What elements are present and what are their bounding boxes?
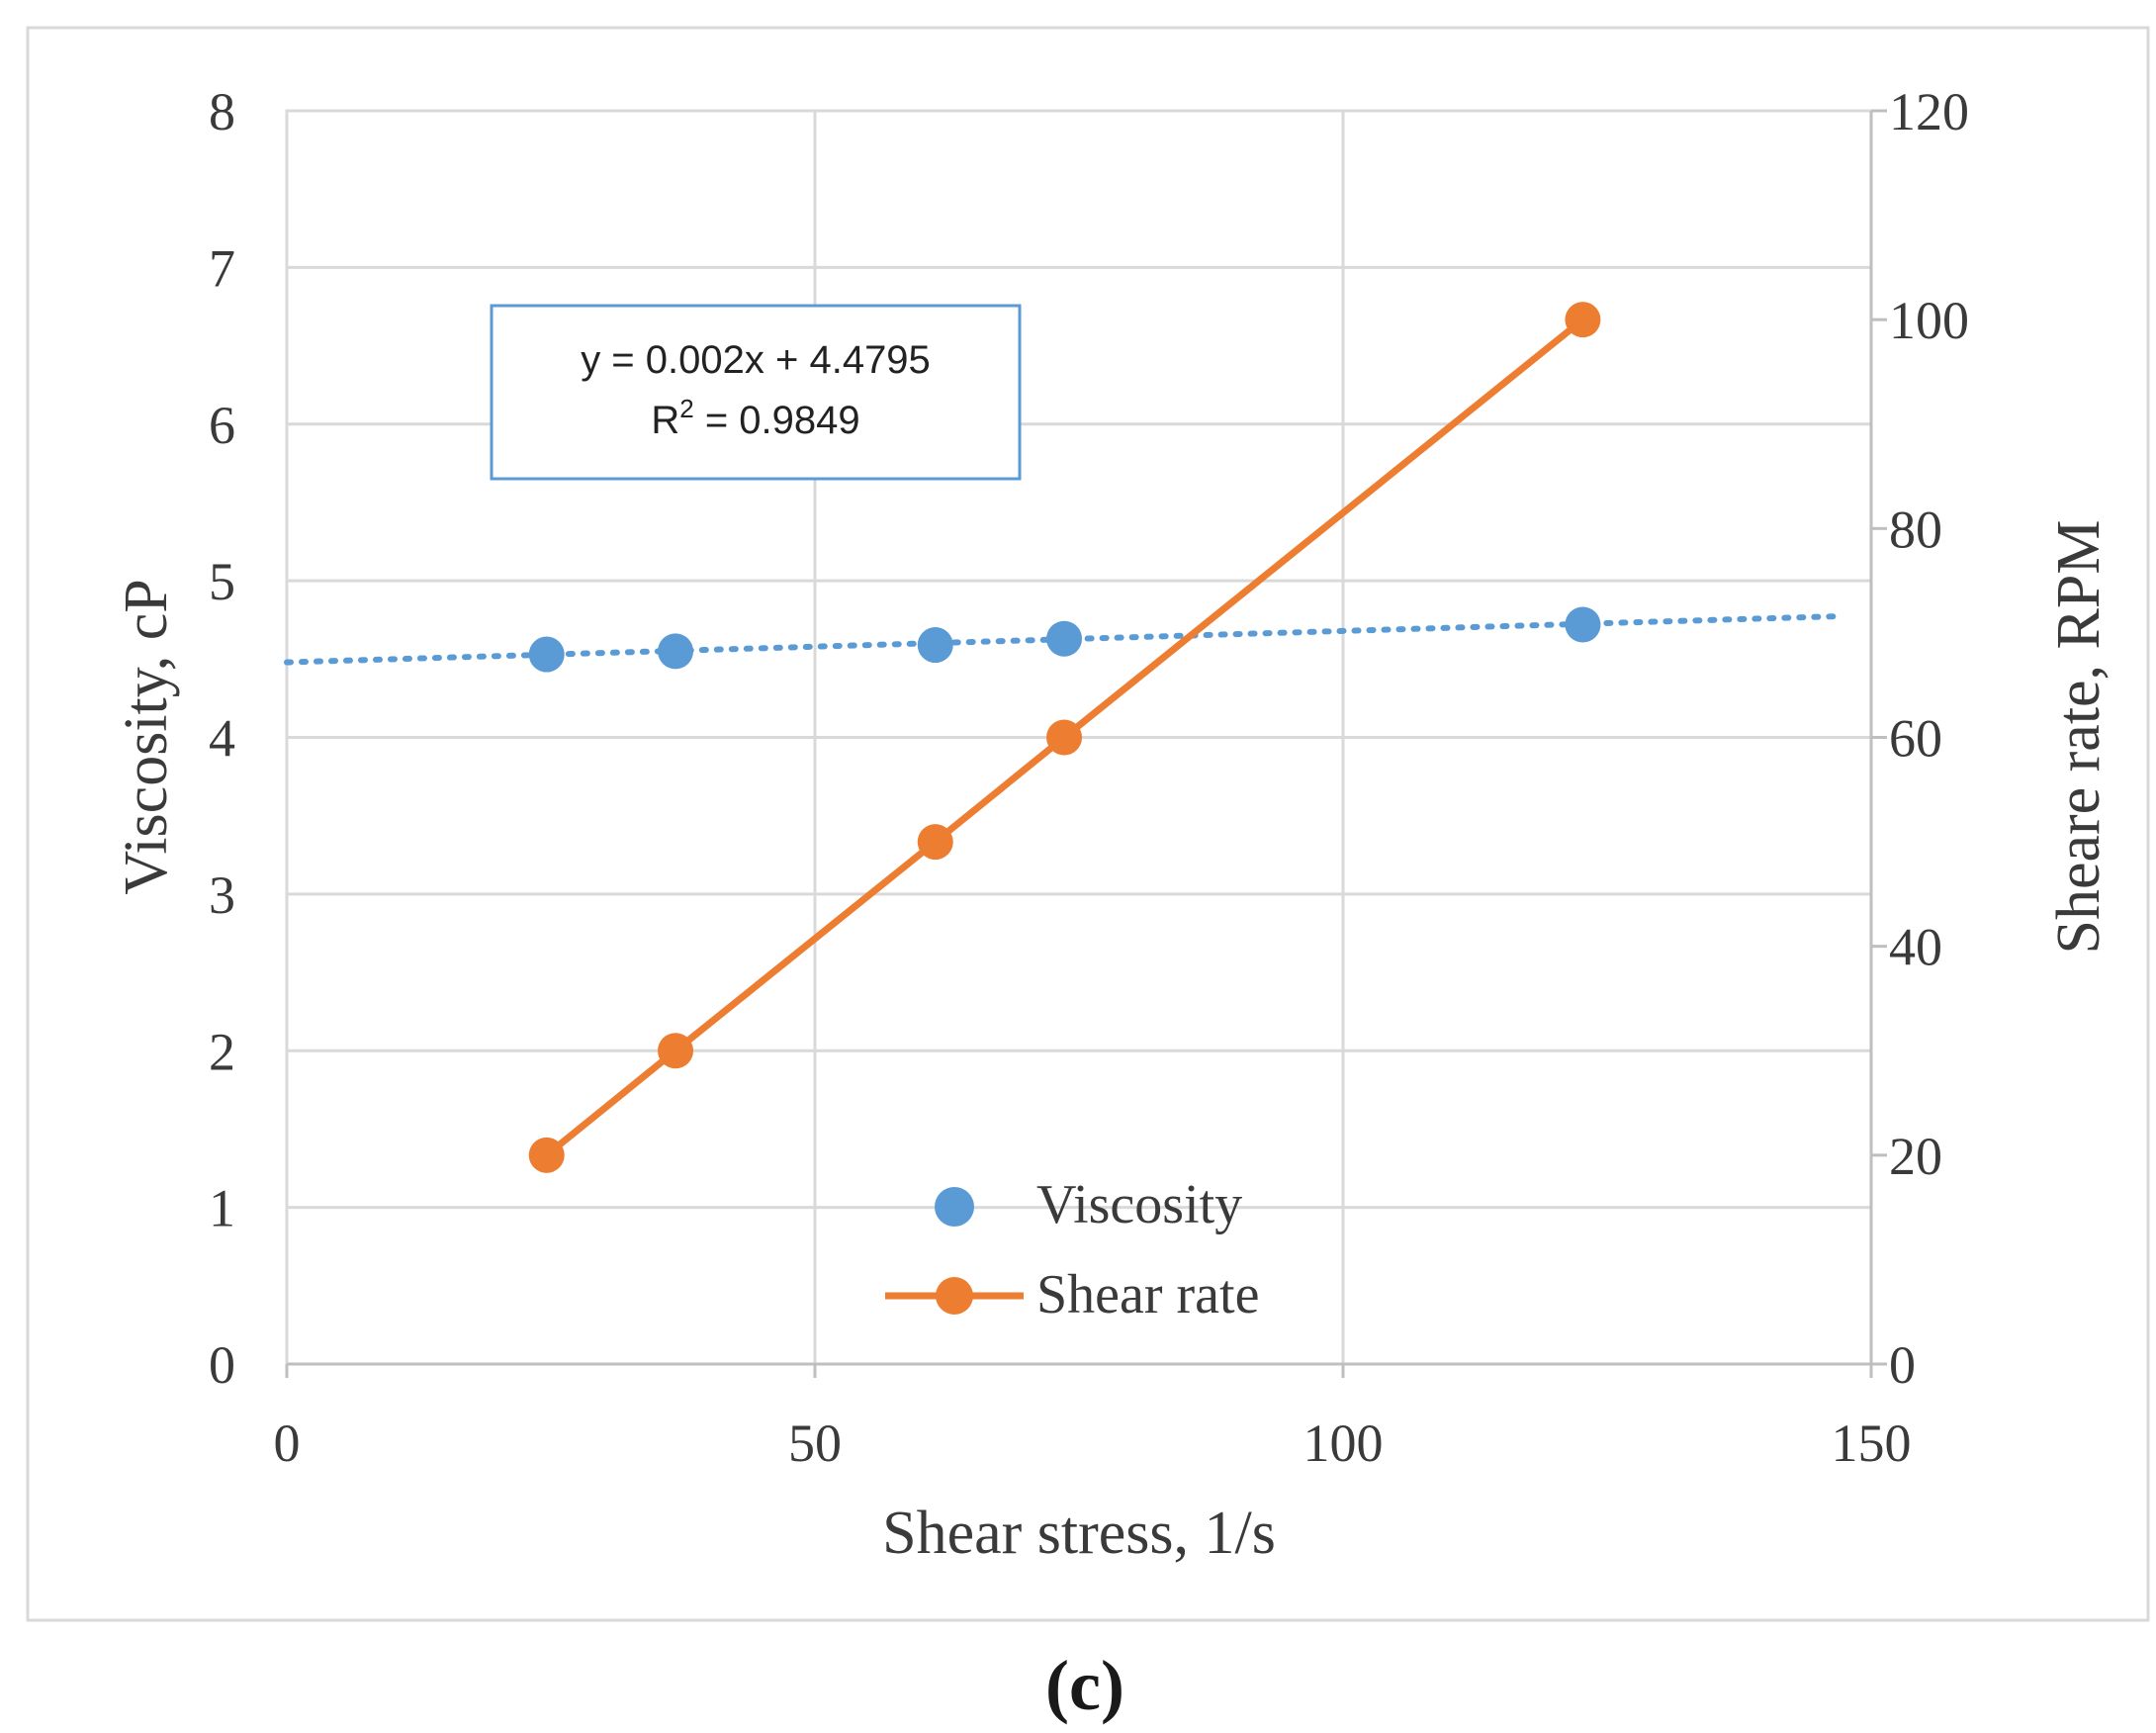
- shear-rate-point: [917, 824, 953, 861]
- x-tick-label-0: 0: [274, 1414, 301, 1473]
- y2-axis-ticks: 0 20 40 60 80 100 120: [1871, 82, 1969, 1395]
- y-tick-label-5: 5: [209, 552, 235, 611]
- y2-tick-label-3: 60: [1889, 709, 1942, 769]
- y2-tick-label-4: 80: [1889, 500, 1942, 559]
- y-tick-label-6: 6: [209, 396, 235, 455]
- legend: Viscosity Shear rate: [885, 1174, 1259, 1325]
- shear-rate-point: [1565, 302, 1601, 338]
- x-axis-ticks: 0 50 100 150: [274, 1364, 1912, 1473]
- x-axis-title: Shear stress, 1/s: [882, 1500, 1276, 1567]
- chart-frame: [26, 26, 2150, 1622]
- viscosity-point: [917, 627, 953, 664]
- y-axis-ticks: 0 1 2 3 4 5 6 7 8: [209, 82, 235, 1395]
- y-tick-label-1: 1: [209, 1179, 235, 1238]
- shear-rate-point: [1046, 719, 1083, 756]
- y-tick-label-7: 7: [209, 238, 235, 298]
- trendline-equation-box: y = 0.002x + 4.4795 R2 = 0.9849: [490, 304, 1022, 481]
- x-tick-label-3: 150: [1832, 1414, 1912, 1473]
- series-viscosity: [528, 606, 1601, 673]
- y2-tick-label-2: 40: [1889, 918, 1942, 977]
- r2-value: = 0.9849: [694, 399, 860, 442]
- equation-box-frame: [490, 304, 1022, 481]
- y-tick-label-4: 4: [209, 709, 235, 769]
- legend-viscosity-marker: [935, 1187, 974, 1227]
- viscosity-point: [1565, 606, 1601, 643]
- legend-shear-marker: [936, 1277, 973, 1315]
- shear-rate-point: [528, 1137, 565, 1173]
- figure-caption: (c): [1045, 1646, 1124, 1725]
- trendline-r2: R2 = 0.9849: [651, 394, 859, 442]
- r2-label: R: [651, 399, 679, 442]
- legend-viscosity-label: Viscosity: [1036, 1174, 1242, 1235]
- y2-axis-title: Sheare rate, RPM: [2045, 519, 2112, 954]
- y2-tick-label-1: 20: [1889, 1127, 1942, 1186]
- r2-exponent: 2: [679, 394, 693, 423]
- viscosity-point: [1046, 620, 1083, 657]
- y-tick-label-3: 3: [209, 866, 235, 925]
- shear-rate-point: [658, 1033, 694, 1069]
- y2-tick-label-5: 100: [1889, 291, 1969, 350]
- y-tick-label-8: 8: [209, 82, 235, 141]
- y-tick-label-2: 2: [209, 1022, 235, 1081]
- viscosity-point: [528, 636, 565, 673]
- x-tick-label-1: 50: [788, 1414, 842, 1473]
- legend-shear-label: Shear rate: [1036, 1264, 1259, 1325]
- trendline-equation: y = 0.002x + 4.4795: [581, 338, 931, 382]
- y2-tick-label-0: 0: [1889, 1335, 1916, 1395]
- y-axis-title: Viscosity, cP: [113, 579, 180, 894]
- y2-tick-label-6: 120: [1889, 82, 1969, 141]
- x-tick-label-2: 100: [1303, 1414, 1384, 1473]
- viscosity-point: [658, 633, 694, 670]
- series-shear-rate: [528, 302, 1601, 1173]
- y-tick-label-0: 0: [209, 1335, 235, 1395]
